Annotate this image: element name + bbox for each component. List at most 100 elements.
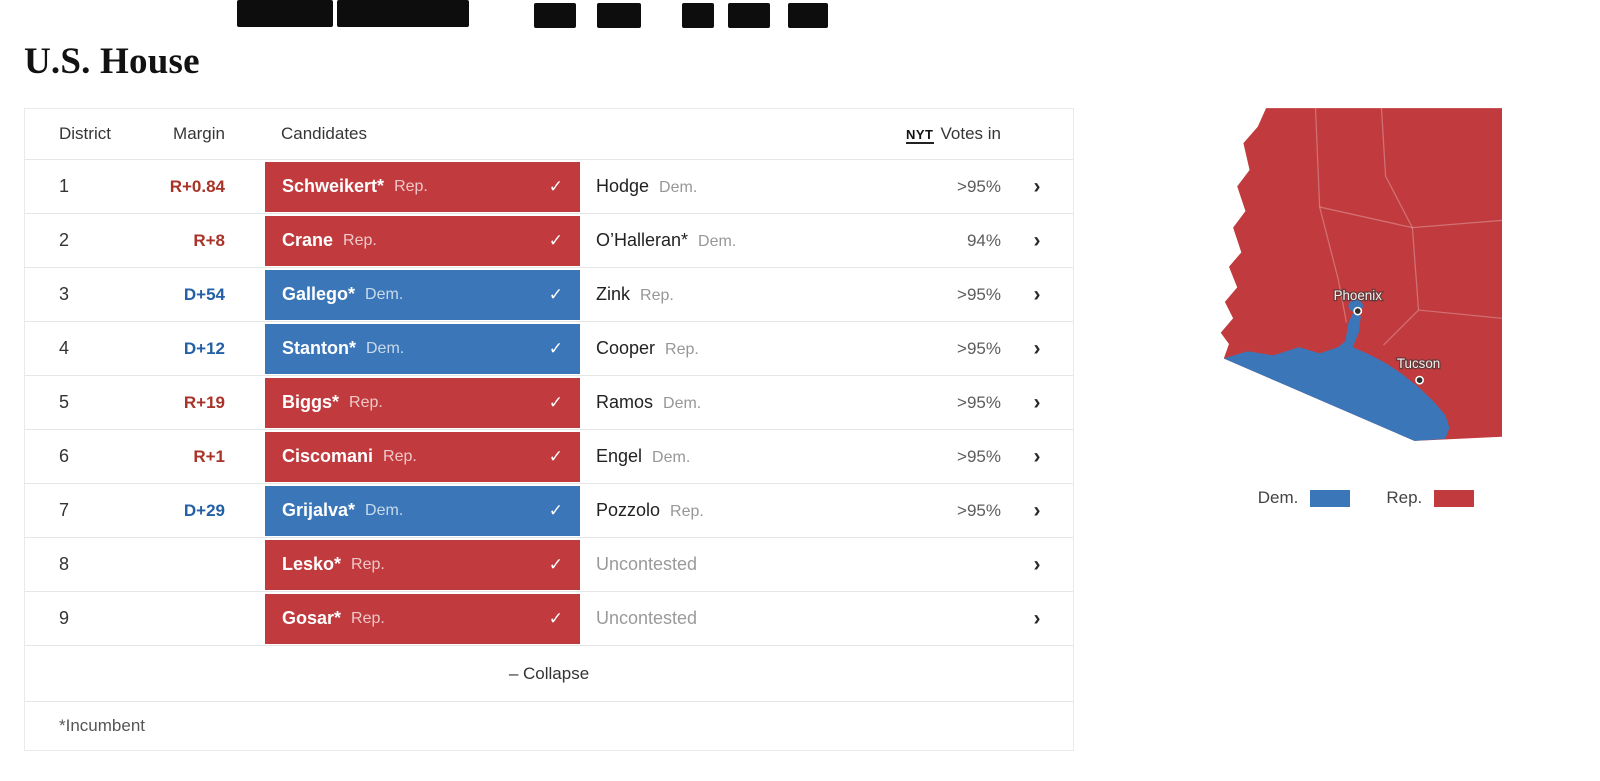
margin-cell: D+54	[183, 284, 225, 304]
opponent-party: Dem.	[663, 395, 702, 412]
table-row[interactable]: 3 D+54 Gallego* Dem. ✓ Zink Rep. >95% ›	[25, 267, 1073, 321]
collapse-button[interactable]: – Collapse	[25, 645, 1073, 701]
opponent-cell: Uncontested	[596, 608, 853, 629]
chevron-right-icon[interactable]: ›	[1033, 552, 1041, 576]
table-row[interactable]: 7 D+29 Grijalva* Dem. ✓ Pozzolo Rep. >95%…	[25, 483, 1073, 537]
chevron-right-icon[interactable]: ›	[1033, 228, 1041, 252]
cropped-nav-block	[237, 0, 333, 27]
winner-check-icon: ✓	[548, 176, 563, 196]
tucson-dot-icon	[1415, 375, 1424, 385]
winner-party: Rep.	[394, 177, 428, 195]
winner-candidate: Schweikert* Rep. ✓	[265, 161, 580, 212]
row-expand-cell[interactable]: ›	[1001, 230, 1073, 252]
phoenix-dot-icon	[1353, 306, 1363, 316]
margin-cell: R+8	[193, 230, 225, 250]
opponent-cell: Cooper Rep.	[596, 338, 853, 359]
opponent-name: Uncontested	[596, 554, 698, 574]
row-expand-cell[interactable]: ›	[1001, 392, 1073, 414]
chevron-right-icon[interactable]: ›	[1033, 606, 1041, 630]
winner-party: Dem.	[365, 501, 404, 519]
table-row[interactable]: 4 D+12 Stanton* Dem. ✓ Cooper Rep. >95% ›	[25, 321, 1073, 375]
map-legend: Dem. Rep.	[1215, 488, 1517, 508]
opponent-name: Uncontested	[596, 608, 698, 628]
opponent-party: Dem.	[652, 449, 691, 466]
opponent-party: Rep.	[665, 341, 699, 358]
district-cell: 3	[59, 284, 70, 304]
votes-in-cell: >95%	[957, 392, 1001, 412]
winner-candidate: Biggs* Rep. ✓	[265, 377, 580, 428]
opponent-name: Ramos	[596, 392, 654, 412]
opponent-cell: Pozzolo Rep.	[596, 500, 853, 521]
table-row[interactable]: 9 Gosar* Rep. ✓ Uncontested ›	[25, 591, 1073, 645]
winner-name: Ciscomani	[282, 446, 374, 466]
winner-party: Rep.	[351, 555, 385, 573]
opponent-name: Zink	[596, 284, 631, 304]
votes-in-cell: >95%	[957, 500, 1001, 520]
opponent-name: O’Halleran*	[596, 230, 689, 250]
table-row[interactable]: 2 R+8 Crane Rep. ✓ O’Halleran* Dem. 94% ›	[25, 213, 1073, 267]
header-votes-in-label: Votes in	[940, 124, 1002, 143]
votes-in-cell: >95%	[957, 446, 1001, 466]
chevron-right-icon[interactable]: ›	[1033, 444, 1041, 468]
row-expand-cell[interactable]: ›	[1001, 338, 1073, 360]
row-expand-cell[interactable]: ›	[1001, 284, 1073, 306]
district-cell: 7	[59, 500, 70, 520]
opponent-party: Dem.	[698, 233, 737, 250]
winner-check-icon: ✓	[548, 608, 563, 628]
cropped-nav-block	[728, 3, 770, 28]
legend-dem-label: Dem.	[1257, 488, 1299, 507]
page-title: U.S. House	[24, 41, 200, 82]
district-cell: 1	[59, 176, 70, 196]
table-row[interactable]: 1 R+0.84 Schweikert* Rep. ✓ Hodge Dem. >9…	[25, 159, 1073, 213]
margin-cell: R+0.84	[169, 176, 225, 196]
legend-rep-swatch	[1434, 489, 1475, 507]
winner-check-icon: ✓	[548, 392, 563, 412]
winner-name: Stanton*	[282, 338, 356, 358]
winner-party: Dem.	[366, 339, 405, 357]
winner-candidate: Gosar* Rep. ✓	[265, 593, 580, 644]
header-margin: Margin	[173, 124, 225, 143]
chevron-right-icon[interactable]: ›	[1033, 174, 1041, 198]
district-cell: 4	[59, 338, 70, 358]
district-cell: 9	[59, 608, 70, 628]
row-expand-cell[interactable]: ›	[1001, 500, 1073, 522]
cropped-nav-block	[597, 3, 641, 28]
arizona-map-panel: Phoenix Tucson Dem. Rep.	[1215, 104, 1517, 508]
votes-in-cell: 94%	[966, 230, 1001, 250]
chevron-right-icon[interactable]: ›	[1033, 282, 1041, 306]
chevron-right-icon[interactable]: ›	[1033, 390, 1041, 414]
city-label-phoenix: Phoenix	[1334, 288, 1383, 303]
header-votes-in: NYT Votes in	[906, 124, 1001, 144]
chevron-right-icon[interactable]: ›	[1033, 336, 1041, 360]
header-district: District	[59, 124, 111, 143]
winner-check-icon: ✓	[548, 284, 563, 304]
winner-party: Dem.	[365, 285, 404, 303]
row-expand-cell[interactable]: ›	[1001, 608, 1073, 630]
winner-name: Lesko*	[282, 554, 342, 574]
winner-check-icon: ✓	[548, 230, 563, 250]
opponent-name: Pozzolo	[596, 500, 661, 520]
winner-name: Crane	[282, 230, 334, 250]
table-row[interactable]: 8 Lesko* Rep. ✓ Uncontested ›	[25, 537, 1073, 591]
opponent-cell: Uncontested	[596, 554, 853, 575]
opponent-name: Engel	[596, 446, 643, 466]
row-expand-cell[interactable]: ›	[1001, 176, 1073, 198]
table-row[interactable]: 5 R+19 Biggs* Rep. ✓ Ramos Dem. >95% ›	[25, 375, 1073, 429]
votes-in-cell: >95%	[957, 338, 1001, 358]
opponent-cell: Zink Rep.	[596, 284, 853, 305]
winner-candidate: Grijalva* Dem. ✓	[265, 485, 580, 536]
winner-check-icon: ✓	[548, 554, 563, 574]
city-label-tucson: Tucson	[1397, 356, 1440, 371]
chevron-right-icon[interactable]: ›	[1033, 498, 1041, 522]
winner-party: Rep.	[383, 447, 417, 465]
opponent-name: Cooper	[596, 338, 656, 358]
legend-rep-label: Rep.	[1386, 488, 1423, 507]
row-expand-cell[interactable]: ›	[1001, 446, 1073, 468]
row-expand-cell[interactable]: ›	[1001, 554, 1073, 576]
winner-candidate: Gallego* Dem. ✓	[265, 269, 580, 320]
margin-cell: R+1	[193, 446, 225, 466]
table-row[interactable]: 6 R+1 Ciscomani Rep. ✓ Engel Dem. >95% ›	[25, 429, 1073, 483]
district-boundaries	[1314, 108, 1503, 346]
winner-name: Biggs*	[282, 392, 340, 412]
winner-name: Grijalva*	[282, 500, 356, 520]
